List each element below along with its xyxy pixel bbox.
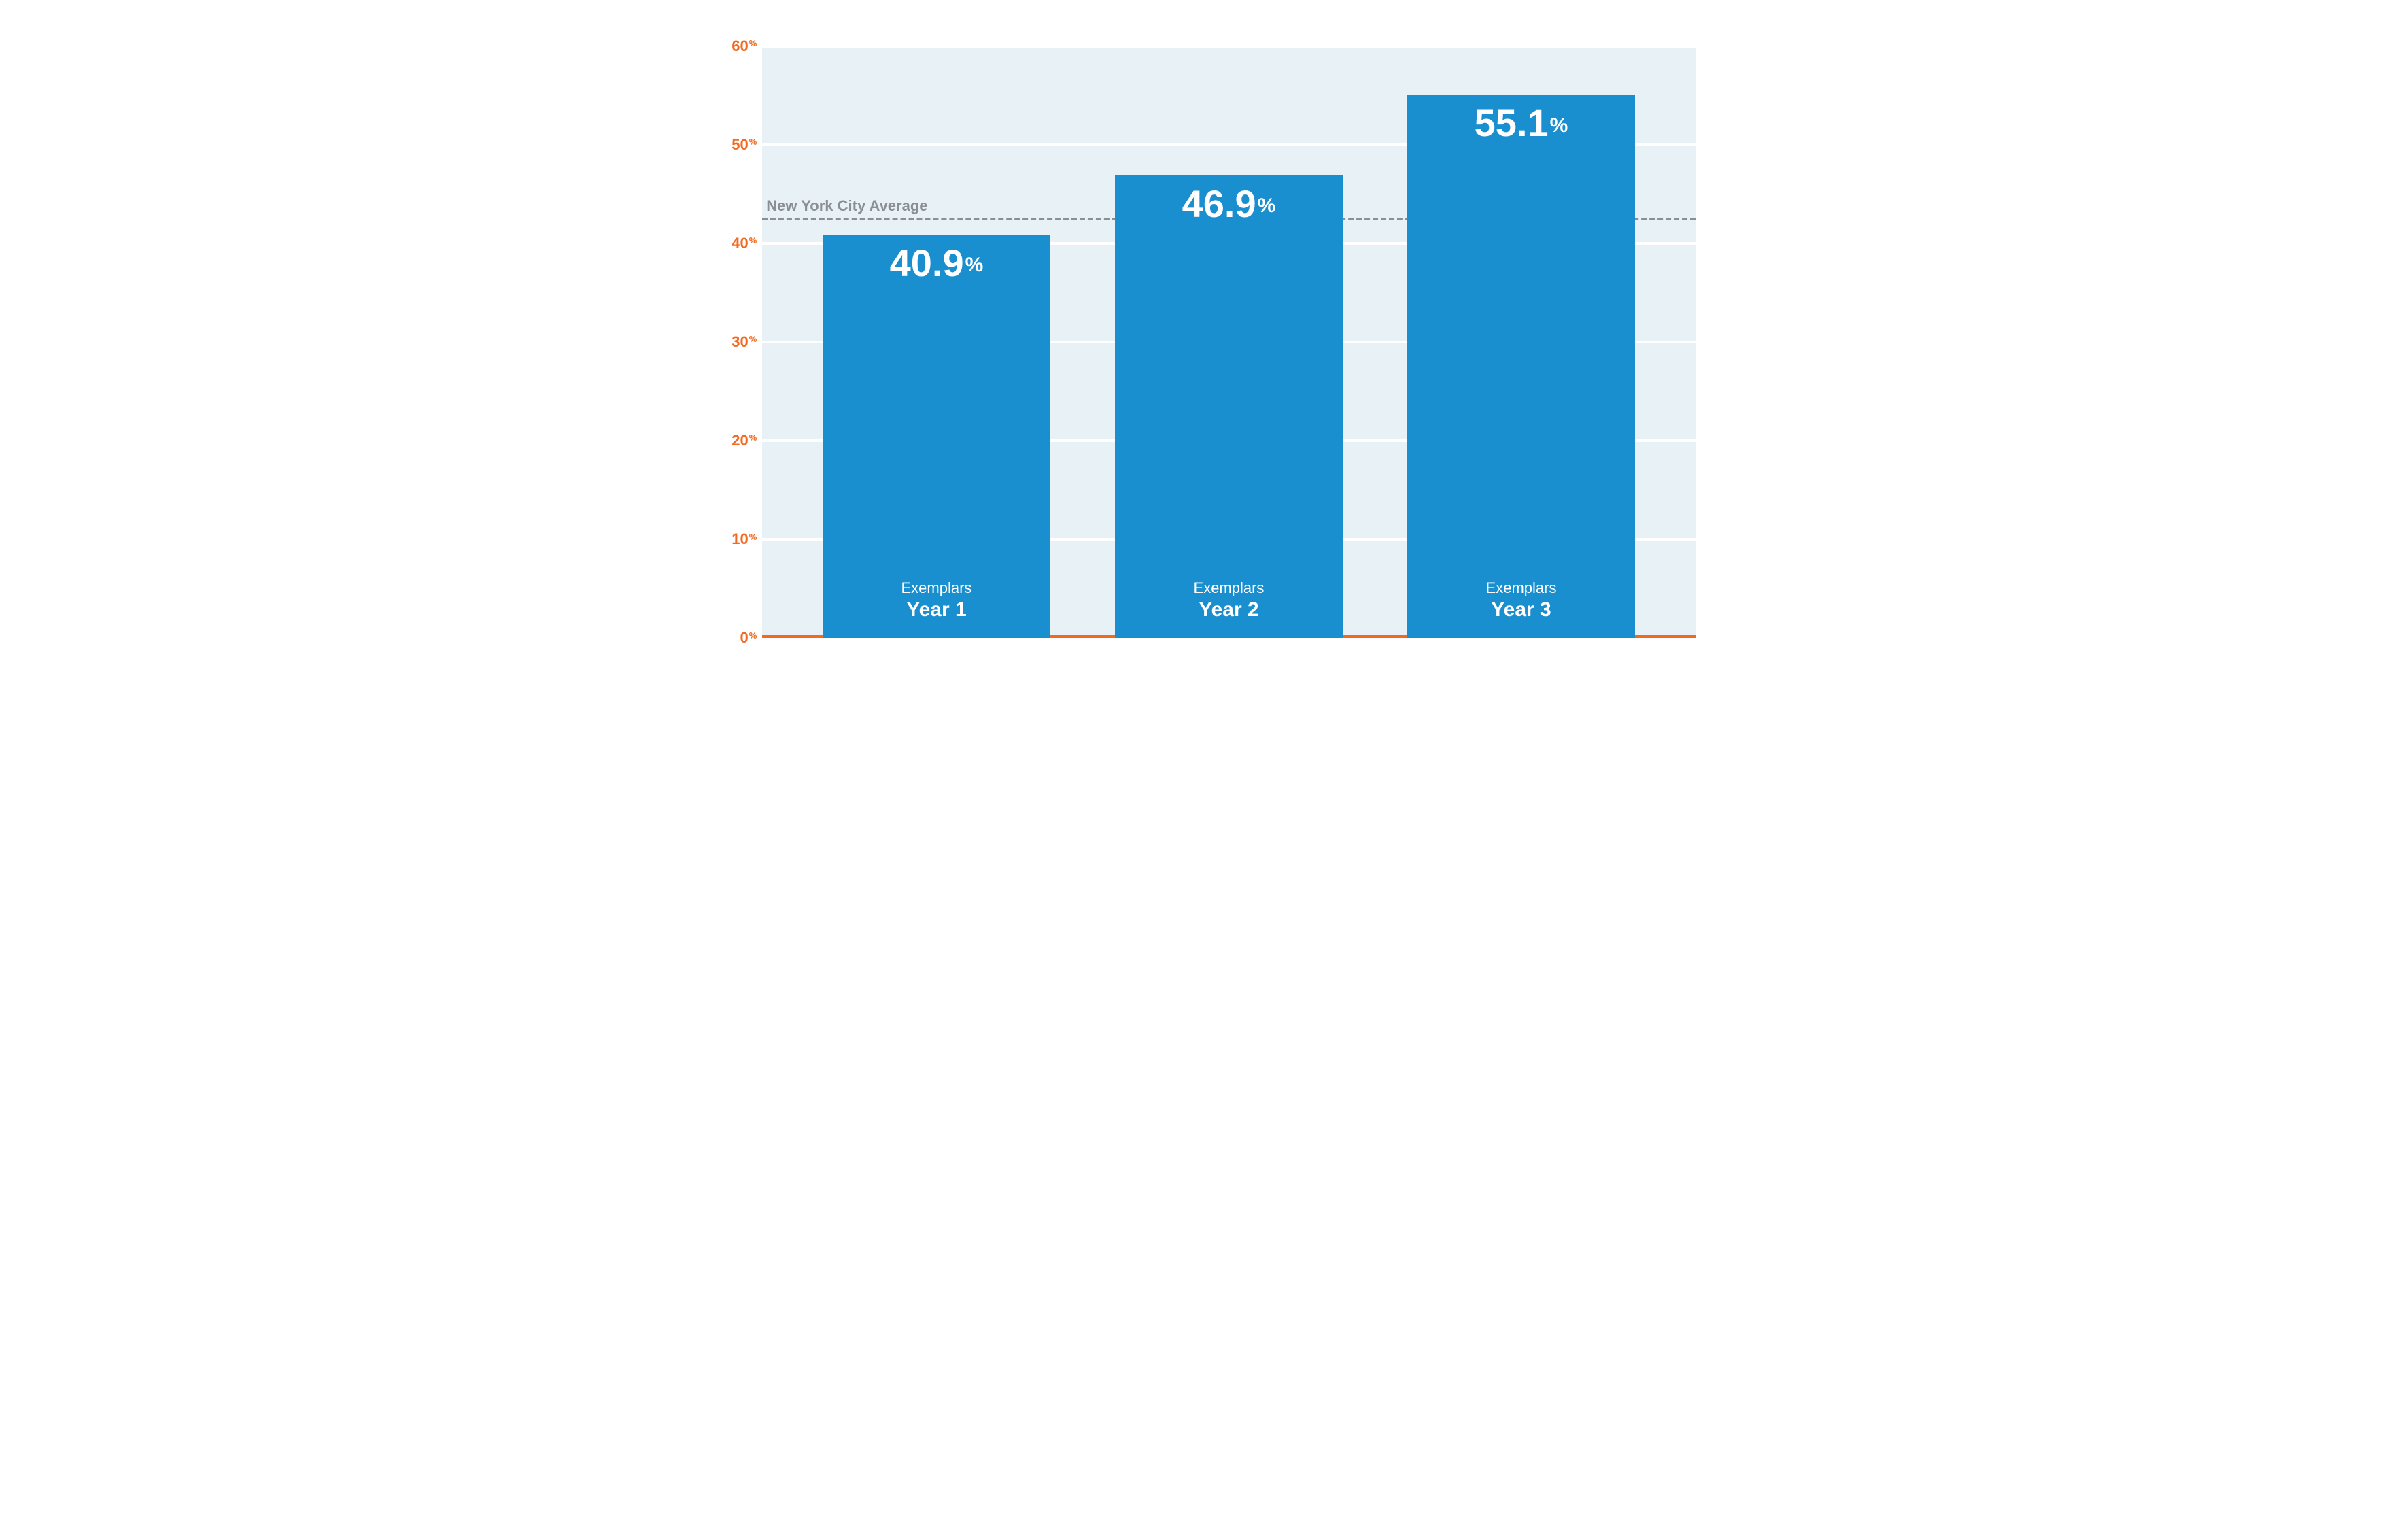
bar-category-line1: Exemplars [1194, 579, 1265, 598]
y-tick-label: 30% [732, 333, 757, 351]
y-tick-label: 10% [732, 530, 757, 548]
bar-value-unit: % [1258, 194, 1276, 217]
bar: 46.9% ExemplarsYear 2 [1115, 175, 1343, 638]
bar-chart: 0%10%20%30%40%50%60% New York City Avera… [708, 27, 1700, 657]
bar-category-line2: Year 2 [1194, 597, 1265, 623]
bar-category-line1: Exemplars [901, 579, 972, 598]
bar-value-number: 40.9 [890, 241, 964, 284]
bar-value-number: 55.1 [1475, 101, 1549, 144]
y-tick-label: 60% [732, 37, 757, 55]
bar-value-label: 55.1% [1475, 104, 1568, 142]
bar-value-number: 46.9 [1182, 182, 1256, 225]
bars-container: 40.9%ExemplarsYear 146.9%ExemplarsYear 2… [762, 46, 1695, 638]
bar-value-label: 40.9% [890, 244, 984, 282]
bar-value-label: 46.9% [1182, 185, 1276, 223]
bar-category-line2: Year 3 [1486, 597, 1557, 623]
bar-category-label: ExemplarsYear 2 [1194, 579, 1265, 623]
bar: 55.1% ExemplarsYear 3 [1407, 95, 1635, 638]
y-tick-label: 0% [740, 629, 757, 647]
bar-category-line1: Exemplars [1486, 579, 1557, 598]
bar: 40.9% ExemplarsYear 1 [823, 235, 1050, 638]
bar-category-label: ExemplarsYear 1 [901, 579, 972, 623]
bar-category-line2: Year 1 [901, 597, 972, 623]
bar-value-unit: % [1550, 114, 1568, 137]
y-tick-label: 20% [732, 432, 757, 449]
y-tick-label: 40% [732, 235, 757, 252]
y-axis: 0% 10% 20% 30% 40% 50% 60% [708, 27, 762, 657]
y-tick-label: 50% [732, 136, 757, 154]
bar-value-unit: % [965, 254, 984, 276]
plot-area: New York City Average 40.9%ExemplarsYear… [762, 46, 1695, 638]
bar-category-label: ExemplarsYear 3 [1486, 579, 1557, 623]
